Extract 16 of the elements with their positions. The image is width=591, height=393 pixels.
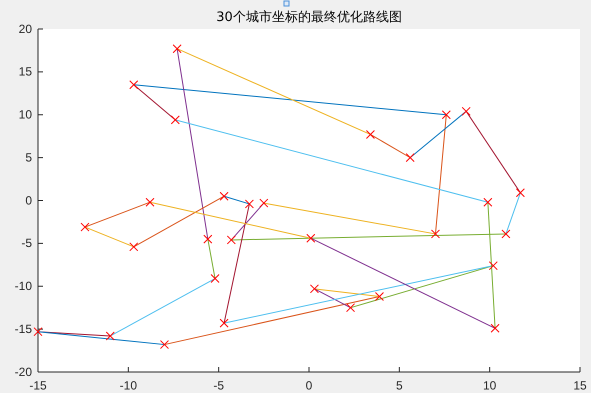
- y-tick-label: -15: [14, 322, 32, 336]
- y-tick-label: 15: [18, 64, 32, 79]
- x-tick-label: 5: [396, 378, 403, 393]
- chart-title: 30个城市坐标的最终优化路线图: [216, 10, 402, 25]
- y-tick-label: -10: [14, 279, 32, 294]
- y-tick-label: -20: [14, 364, 32, 379]
- y-tick-label: -5: [21, 236, 32, 250]
- x-tick-label: 15: [573, 378, 587, 393]
- x-tick-label: 0: [306, 378, 313, 393]
- y-tick-label: 5: [25, 150, 32, 164]
- y-tick-label: 0: [25, 193, 32, 208]
- y-tick-label: 20: [18, 22, 32, 36]
- x-tick-label: 10: [482, 378, 497, 393]
- y-tick-label: 10: [18, 108, 32, 122]
- x-tick-label: -5: [213, 378, 224, 393]
- x-tick-label: -10: [120, 378, 138, 393]
